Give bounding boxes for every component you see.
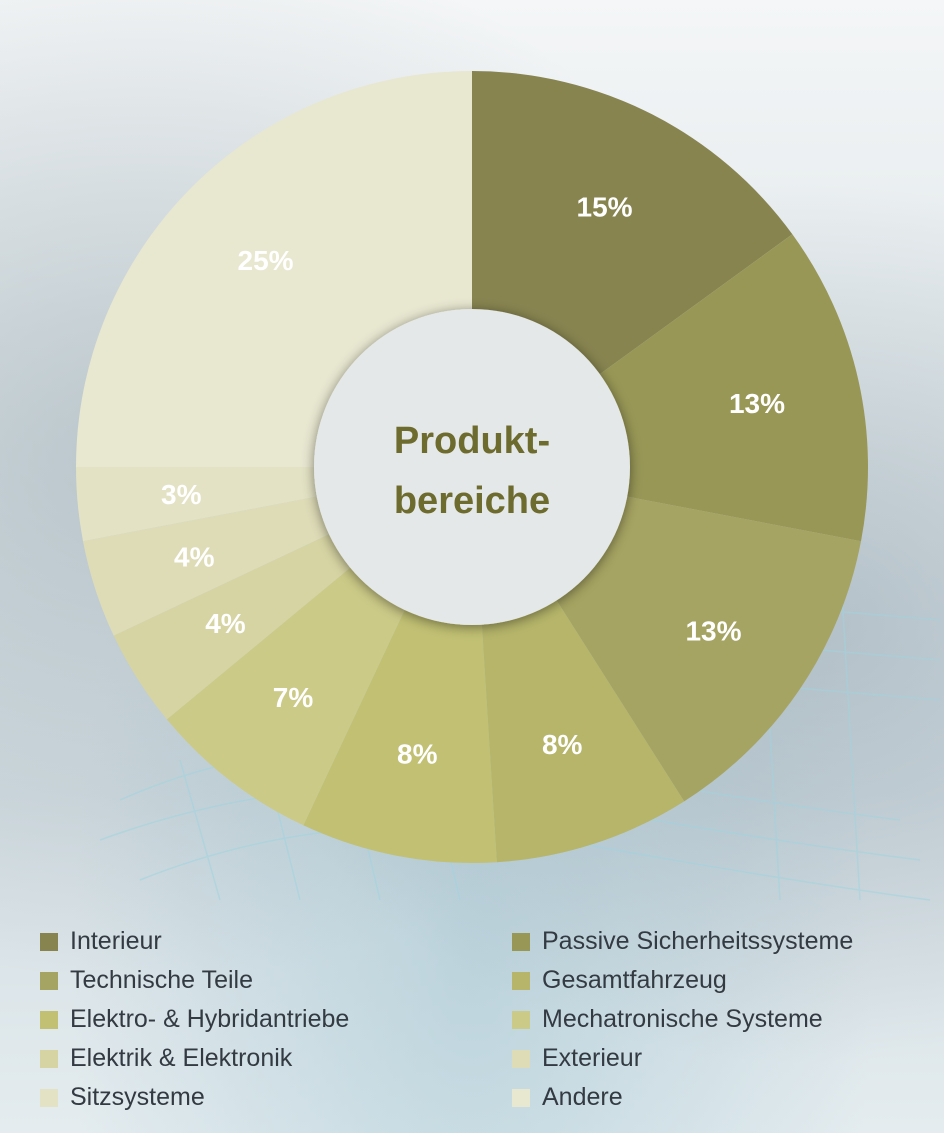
slice-value-label-1: 13% [729, 388, 785, 419]
legend-label: Elektro- & Hybridantriebe [70, 1005, 350, 1033]
legend-swatch [512, 971, 530, 990]
legend-item: Andere [512, 1078, 930, 1117]
slice-value-label-0: 15% [577, 191, 633, 222]
legend: Interieur Passive Sicherheitssysteme Techn… [40, 922, 930, 1117]
legend-swatch [40, 1088, 58, 1107]
legend-label: Interieur [70, 927, 162, 955]
legend-swatch [40, 1049, 58, 1068]
legend-item: Elektro- & Hybridantriebe [40, 1000, 512, 1039]
legend-label: Technische Teile [70, 966, 253, 994]
legend-label: Mechatronische Systeme [542, 1005, 823, 1033]
legend-swatch [40, 932, 58, 951]
legend-item: Elektrik & Elektronik [40, 1039, 512, 1078]
legend-label: Sitzsysteme [70, 1083, 205, 1111]
slice-value-label-4: 8% [397, 738, 438, 769]
legend-label: Gesamtfahrzeug [542, 966, 727, 994]
donut-hole [314, 309, 630, 625]
slice-value-label-9: 25% [238, 245, 294, 276]
center-label-line-1: Produkt- [394, 420, 550, 462]
legend-swatch [40, 971, 58, 990]
legend-item: Mechatronische Systeme [512, 1000, 930, 1039]
legend-swatch [512, 1088, 530, 1107]
legend-label: Exterieur [542, 1044, 643, 1072]
slice-value-label-8: 3% [161, 479, 202, 510]
legend-swatch [512, 932, 530, 951]
center-label-line-2: bereiche [394, 480, 550, 522]
slice-value-label-7: 4% [174, 542, 215, 573]
slice-value-label-6: 4% [205, 608, 246, 639]
legend-swatch [40, 1010, 58, 1029]
slice-value-label-3: 8% [542, 729, 583, 760]
legend-label: Andere [542, 1083, 623, 1111]
slice-value-label-2: 13% [685, 616, 741, 647]
legend-swatch [512, 1010, 530, 1029]
slice-value-label-5: 7% [273, 682, 314, 713]
legend-label: Elektrik & Elektronik [70, 1044, 293, 1072]
legend-item: Technische Teile [40, 961, 512, 1000]
legend-item: Exterieur [512, 1039, 930, 1078]
legend-swatch [512, 1049, 530, 1068]
legend-item: Gesamtfahrzeug [512, 961, 930, 1000]
legend-item: Passive Sicherheitssysteme [512, 922, 930, 961]
legend-item: Interieur [40, 922, 512, 961]
legend-item: Sitzsysteme [40, 1078, 512, 1117]
legend-label: Passive Sicherheitssysteme [542, 927, 854, 955]
donut-chart: 15% 13% 13% 8% 8% 7% 4% 4% 3% 25% Produkt- bereic… [76, 71, 869, 863]
